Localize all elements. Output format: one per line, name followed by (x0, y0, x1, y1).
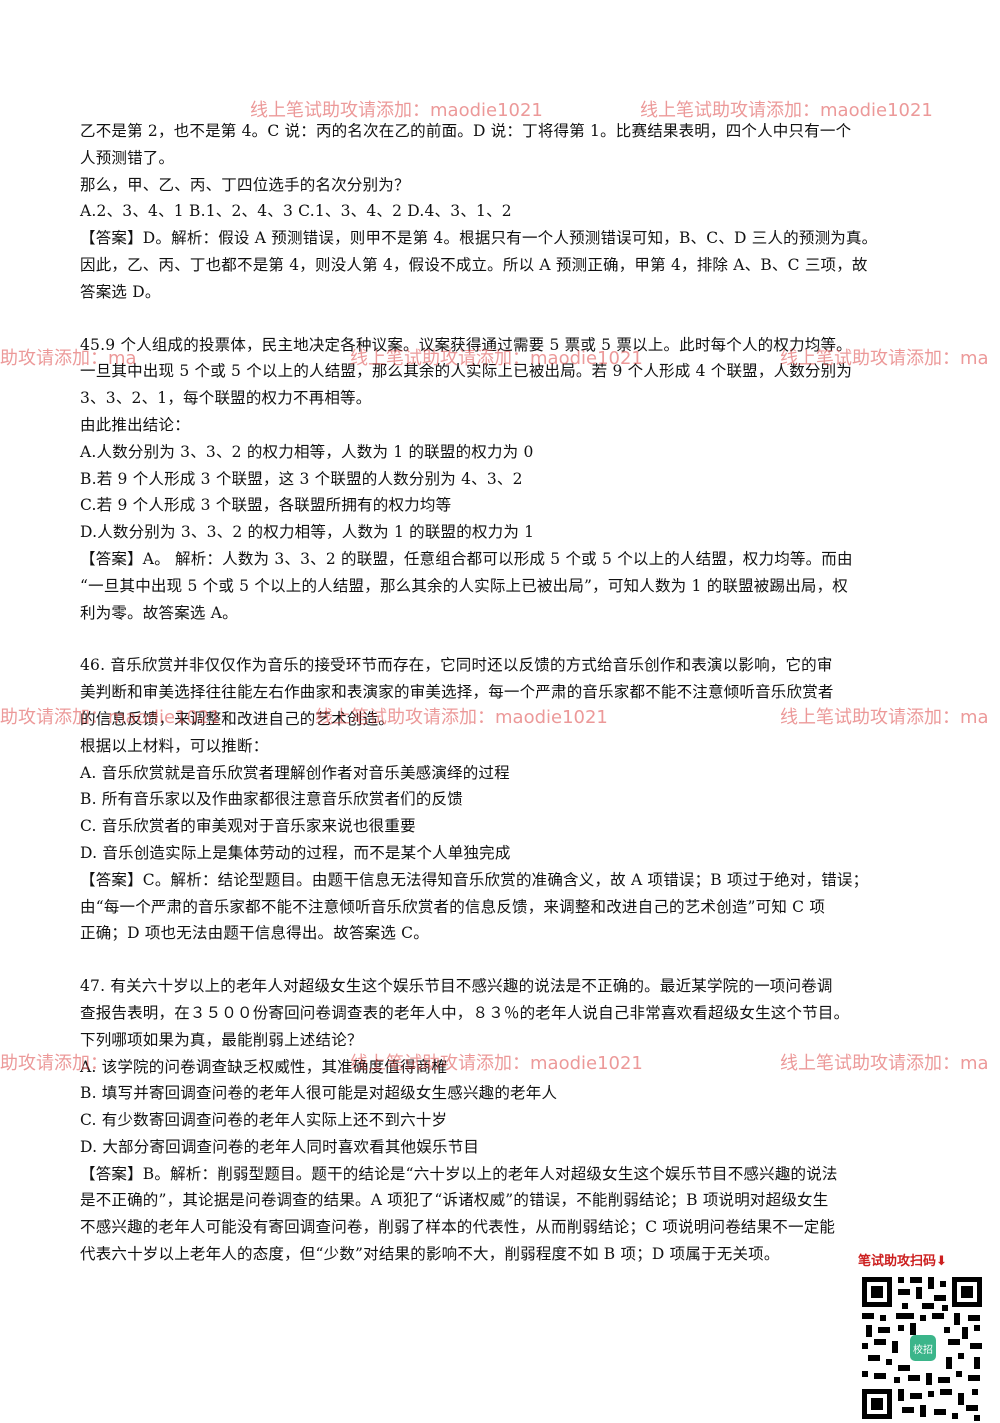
answer-line: 是不正确的”，其论据是问卷调查的结果。A 项犯了“诉诸权威”的错误，不能削弱结论… (80, 1191, 829, 1210)
answer-line: 由“每一个严肃的音乐家都不能不注意倾听音乐欣赏者的信息反馈，来调整和改进自己的艺… (80, 897, 826, 916)
option-a: A. 音乐欣赏就是音乐欣赏者理解创作者对音乐美感演绎的过程 (80, 763, 510, 782)
qr-center-text: 校招 (913, 1343, 933, 1356)
option-c: C. 音乐欣赏者的审美观对于音乐家来说也很重要 (80, 817, 416, 836)
answer-line: 【答案】B。解析：削弱型题目。题干的结论是“六十岁以上的老年人对超级女生这个娱乐… (80, 1164, 838, 1183)
option-d: D. 音乐创造实际上是集体劳动的过程，而不是某个人单独完成 (80, 843, 511, 862)
options-line: A.2、3、4、1 B.1、2、4、3 C.1、3、4、2 D.4、3、1、2 (80, 202, 512, 221)
text-line: 由此推出结论： (80, 415, 190, 434)
answer-line: 因此，乙、丙、丁也都不是第 4，则没人第 4，假设不成立。所以 A 预测正确，甲… (80, 255, 868, 274)
question-47: 47. 有关六十岁以上的老年人对超级女生这个娱乐节目不感兴趣的说法是不正确的。最… (80, 973, 930, 1268)
answer-line: 利为零。故答案选 A。 (80, 603, 238, 622)
answer-line: 【答案】C。解析：结论型题目。由题干信息无法得知音乐欣赏的准确含义，故 A 项错… (80, 870, 869, 889)
question-45: 45.9 个人组成的投票体，民主地决定各种议案。议案获得通过需要 5 票或 5 … (80, 332, 930, 627)
answer-line: 【答案】D。解析：假设 A 预测错误，则甲不是第 4。根据只有一个人预测错误可知… (80, 229, 878, 248)
answer-line: 代表六十岁以上老年人的态度，但“少数”对结果的影响不大，削弱程度不如 B 项；D… (80, 1245, 780, 1264)
text-line: 一旦其中出现 5 个或 5 个以上的人结盟，那么其余的人实际上已被出局。若 9 … (80, 362, 853, 381)
option-c: C. 有少数寄回调查问卷的老年人实际上还不到六十岁 (80, 1111, 448, 1130)
text-line: 46. 音乐欣赏并非仅仅作为音乐的接受环节而存在，它同时还以反馈的方式给音乐创作… (80, 656, 833, 675)
text-line: 45.9 个人组成的投票体，民主地决定各种议案。议案获得通过需要 5 票或 5 … (80, 335, 852, 354)
text-line: 那么，甲、乙、丙、丁四位选手的名次分别为？ (80, 175, 410, 194)
qr-promo: 笔试助攻扫码⬇ 校招 (858, 1250, 990, 1423)
text-line: 下列哪项如果为真，最能削弱上述结论？ (80, 1030, 363, 1049)
question-46: 46. 音乐欣赏并非仅仅作为音乐的接受环节而存在，它同时还以反馈的方式给音乐创作… (80, 652, 930, 947)
answer-line: 【答案】A。 解析：人数为 3、3、2 的联盟，任意组合都可以形成 5 个或 5… (80, 549, 853, 568)
text-line: 乙不是第 2，也不是第 4。C 说：丙的名次在乙的前面。D 说：丁将得第 1。比… (80, 122, 852, 140)
option-b: B. 所有音乐家以及作曲家都很注意音乐欣赏者们的反馈 (80, 790, 463, 809)
answer-line: 正确；D 项也无法由题干信息得出。故答案选 C。 (80, 924, 429, 943)
question-44-tail: 乙不是第 2，也不是第 4。C 说：丙的名次在乙的前面。D 说：丁将得第 1。比… (80, 118, 930, 306)
option-a: A.人数分别为 3、3、2 的权力相等，人数为 1 的联盟的权力为 0 (80, 442, 534, 461)
option-d: D.人数分别为 3、3、2 的权力相等，人数为 1 的联盟的权力为 1 (80, 523, 535, 542)
text-line: 人预测错了。 (80, 148, 175, 167)
option-b: B. 填写并寄回调查问卷的老年人很可能是对超级女生感兴趣的老年人 (80, 1084, 558, 1103)
option-a: A. 该学院的问卷调查缺乏权威性，其准确度值得商榷 (80, 1057, 448, 1076)
text-line: 美判断和审美选择往往能左右作曲家和表演家的审美选择，每一个严肃的音乐家都不能不注… (80, 683, 834, 702)
qr-code-icon[interactable]: 校招 (858, 1273, 986, 1423)
text-line: 查报告表明，在３５００份寄回问卷调查表的老年人中，８３％的老年人说自己非常喜欢看… (80, 1003, 850, 1022)
document-body: 乙不是第 2，也不是第 4。C 说：丙的名次在乙的前面。D 说：丁将得第 1。比… (80, 118, 930, 1294)
text-line: 47. 有关六十岁以上的老年人对超级女生这个娱乐节目不感兴趣的说法是不正确的。最… (80, 977, 833, 996)
answer-line: “一旦其中出现 5 个或 5 个以上的人结盟，那么其余的人实际上已被出局”，可知… (80, 576, 848, 595)
answer-line: 不感兴趣的老年人可能没有寄回调查问卷，削弱了样本的代表性，从而削弱结论；C 项说… (80, 1218, 836, 1237)
text-line: 根据以上材料，可以推断： (80, 736, 269, 755)
option-b: B.若 9 个人形成 3 个联盟，这 3 个联盟的人数分别为 4、3、2 (80, 469, 523, 488)
qr-label: 笔试助攻扫码⬇ (858, 1254, 947, 1269)
text-line: 3、3、2、1，每个联盟的权力不再相等。 (80, 389, 372, 408)
option-d: D. 大部分寄回调查问卷的老年人同时喜欢看其他娱乐节目 (80, 1137, 480, 1156)
option-c: C.若 9 个人形成 3 个联盟，各联盟所拥有的权力均等 (80, 496, 452, 515)
answer-line: 答案选 D。 (80, 282, 161, 301)
text-line: 的信息反馈，来调整和改进自己的艺术创造。 (80, 709, 395, 728)
